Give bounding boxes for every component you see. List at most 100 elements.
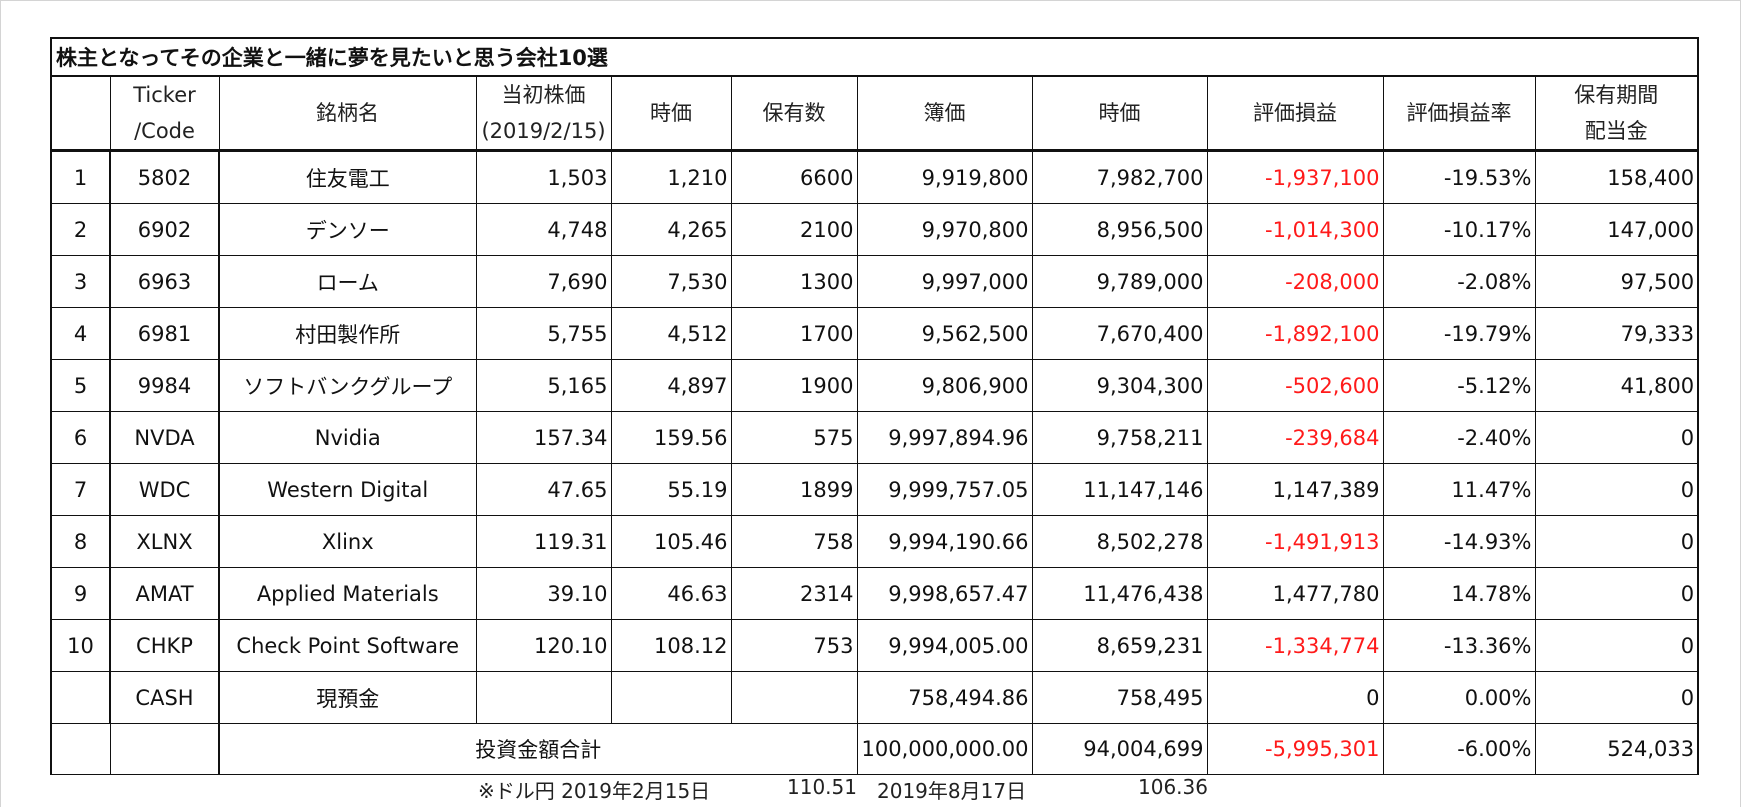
row-unrealized-pl-rate[interactable]: -19.53%: [1382, 149, 1536, 204]
row-current-price[interactable]: 7,530: [610, 255, 732, 308]
row-unrealized-pl[interactable]: -1,491,913: [1206, 515, 1384, 568]
row-name[interactable]: 村田製作所: [218, 307, 477, 360]
row-unrealized-pl[interactable]: 1,147,389: [1206, 463, 1384, 516]
row-unrealized-pl-rate[interactable]: -10.17%: [1382, 203, 1536, 256]
total-book[interactable]: 100,000,000.00: [856, 723, 1033, 775]
row-no[interactable]: 1: [50, 149, 111, 204]
row-current-price[interactable]: 55.19: [610, 463, 732, 516]
row-no[interactable]: [50, 671, 111, 724]
row-unrealized-pl[interactable]: -1,014,300: [1206, 203, 1384, 256]
row-no[interactable]: 9: [50, 567, 111, 620]
row-name[interactable]: デンソー: [218, 203, 477, 256]
row-name[interactable]: ローム: [218, 255, 477, 308]
row-dividend[interactable]: 0: [1534, 515, 1700, 568]
row-dividend[interactable]: 0: [1534, 567, 1700, 620]
row-book-value[interactable]: 9,999,757.05: [856, 463, 1033, 516]
row-ticker[interactable]: 9984: [109, 359, 220, 412]
row-dividend[interactable]: 79,333: [1534, 307, 1700, 360]
row-name[interactable]: Check Point Software: [218, 619, 477, 672]
total-dividend[interactable]: 524,033: [1534, 723, 1700, 775]
row-shares[interactable]: [730, 671, 858, 724]
row-initial-price[interactable]: [475, 671, 612, 724]
row-unrealized-pl-rate[interactable]: 0.00%: [1382, 671, 1536, 724]
row-dividend[interactable]: 0: [1534, 411, 1700, 464]
row-shares[interactable]: 1900: [730, 359, 858, 412]
row-market-value[interactable]: 9,304,300: [1031, 359, 1208, 412]
row-initial-price[interactable]: 5,755: [475, 307, 612, 360]
total-ticker-cell[interactable]: [109, 723, 220, 775]
row-unrealized-pl[interactable]: 1,477,780: [1206, 567, 1384, 620]
row-ticker[interactable]: 5802: [109, 149, 220, 204]
table-title[interactable]: 株主となってその企業と一緒に夢を見たいと思う会社10選: [49, 37, 1700, 77]
row-shares[interactable]: 1899: [730, 463, 858, 516]
row-no[interactable]: 5: [50, 359, 111, 412]
total-label[interactable]: 投資金額合計: [218, 723, 858, 775]
row-shares[interactable]: 2100: [730, 203, 858, 256]
row-initial-price[interactable]: 120.10: [475, 619, 612, 672]
header-unrealized-pl-rate[interactable]: 評価損益率: [1382, 75, 1536, 151]
row-name[interactable]: ソフトバンクグループ: [218, 359, 477, 412]
row-unrealized-pl[interactable]: -502,600: [1206, 359, 1384, 412]
row-unrealized-pl-rate[interactable]: -5.12%: [1382, 359, 1536, 412]
row-unrealized-pl[interactable]: -239,684: [1206, 411, 1384, 464]
row-ticker[interactable]: CASH: [109, 671, 220, 724]
row-initial-price[interactable]: 4,748: [475, 203, 612, 256]
row-dividend[interactable]: 147,000: [1534, 203, 1700, 256]
total-market[interactable]: 94,004,699: [1031, 723, 1208, 775]
row-market-value[interactable]: 7,670,400: [1031, 307, 1208, 360]
row-ticker[interactable]: AMAT: [109, 567, 220, 620]
row-book-value[interactable]: 9,994,005.00: [856, 619, 1033, 672]
row-book-value[interactable]: 9,919,800: [856, 149, 1033, 204]
total-no-cell[interactable]: [50, 723, 111, 775]
header-book-value[interactable]: 簿価: [856, 75, 1033, 151]
row-current-price[interactable]: 4,265: [610, 203, 732, 256]
row-initial-price[interactable]: 39.10: [475, 567, 612, 620]
header-ticker[interactable]: Ticker/Code: [109, 75, 220, 151]
row-initial-price[interactable]: 47.65: [475, 463, 612, 516]
row-name[interactable]: Xlinx: [218, 515, 477, 568]
row-name[interactable]: Western Digital: [218, 463, 477, 516]
row-name[interactable]: Applied Materials: [218, 567, 477, 620]
row-current-price[interactable]: 1,210: [610, 149, 732, 204]
row-market-value[interactable]: 8,502,278: [1031, 515, 1208, 568]
row-book-value[interactable]: 9,997,894.96: [856, 411, 1033, 464]
row-ticker[interactable]: 6902: [109, 203, 220, 256]
row-unrealized-pl-rate[interactable]: -14.93%: [1382, 515, 1536, 568]
header-unrealized-pl[interactable]: 評価損益: [1206, 75, 1384, 151]
row-no[interactable]: 3: [50, 255, 111, 308]
row-shares[interactable]: 753: [730, 619, 858, 672]
row-initial-price[interactable]: 7,690: [475, 255, 612, 308]
row-dividend[interactable]: 0: [1534, 619, 1700, 672]
header-current-price[interactable]: 時価: [610, 75, 732, 151]
row-ticker[interactable]: CHKP: [109, 619, 220, 672]
row-dividend[interactable]: 158,400: [1534, 149, 1700, 204]
row-initial-price[interactable]: 157.34: [475, 411, 612, 464]
row-unrealized-pl-rate[interactable]: 11.47%: [1382, 463, 1536, 516]
row-ticker[interactable]: 6963: [109, 255, 220, 308]
row-dividend[interactable]: 0: [1534, 463, 1700, 516]
header-no[interactable]: [50, 75, 111, 151]
row-shares[interactable]: 2314: [730, 567, 858, 620]
row-dividend[interactable]: 0: [1534, 671, 1700, 724]
row-market-value[interactable]: 9,789,000: [1031, 255, 1208, 308]
row-market-value[interactable]: 758,495: [1031, 671, 1208, 724]
total-rate[interactable]: -6.00%: [1382, 723, 1536, 775]
row-unrealized-pl-rate[interactable]: -2.40%: [1382, 411, 1536, 464]
row-initial-price[interactable]: 5,165: [475, 359, 612, 412]
row-book-value[interactable]: 9,970,800: [856, 203, 1033, 256]
row-book-value[interactable]: 9,997,000: [856, 255, 1033, 308]
row-book-value[interactable]: 9,806,900: [856, 359, 1033, 412]
header-market-value[interactable]: 時価: [1031, 75, 1208, 151]
row-name[interactable]: Nvidia: [218, 411, 477, 464]
row-current-price[interactable]: 105.46: [610, 515, 732, 568]
row-unrealized-pl-rate[interactable]: -2.08%: [1382, 255, 1536, 308]
row-market-value[interactable]: 11,147,146: [1031, 463, 1208, 516]
row-name[interactable]: 現預金: [218, 671, 477, 724]
row-dividend[interactable]: 97,500: [1534, 255, 1700, 308]
row-book-value[interactable]: 9,562,500: [856, 307, 1033, 360]
row-market-value[interactable]: 7,982,700: [1031, 149, 1208, 204]
row-initial-price[interactable]: 119.31: [475, 515, 612, 568]
row-unrealized-pl-rate[interactable]: -19.79%: [1382, 307, 1536, 360]
row-ticker[interactable]: XLNX: [109, 515, 220, 568]
header-name[interactable]: 銘柄名: [218, 75, 477, 151]
